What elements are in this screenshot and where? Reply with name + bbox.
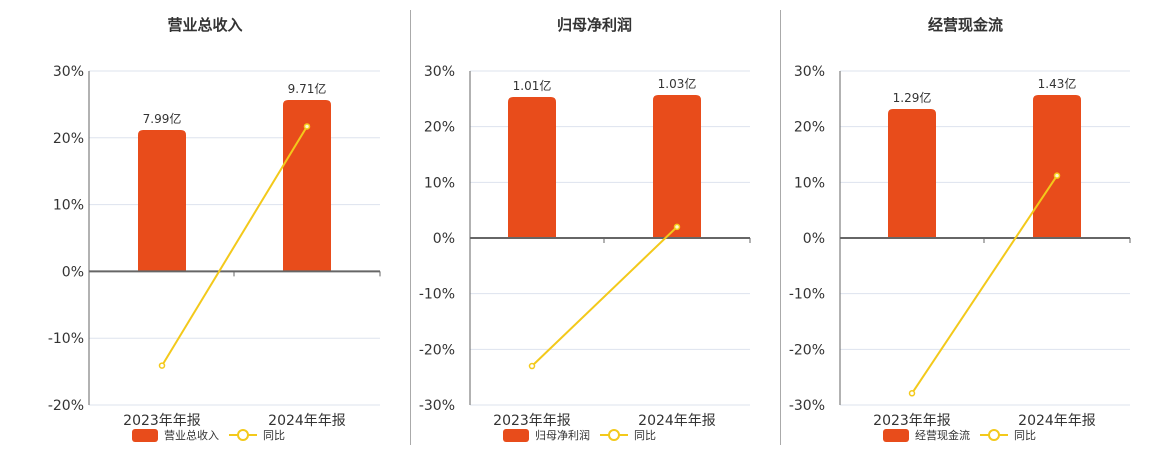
- bar[interactable]: [283, 100, 331, 272]
- bar-value-label: 7.99亿: [143, 111, 182, 126]
- chart-panel-operating-cash-flow: 经营现金流 30% 20% 10% 0% -10% -20% -30% 1.29亿 2023年年…: [781, 0, 1160, 450]
- bar-value-label: 1.43亿: [1038, 76, 1077, 91]
- chart-plot: 30% 20% 10% 0% -10% -20% 7.99亿 2023年年报 9.71亿 2024…: [48, 64, 381, 429]
- x-category-label: 2024年年报: [638, 413, 716, 429]
- yoy-point[interactable]: [528, 362, 536, 370]
- y-tick-label: -30%: [789, 398, 825, 414]
- y-tick-label: 10%: [424, 175, 455, 191]
- chart-panel-net-profit: 归母净利润 30% 20% 10% 0% -10% -20% -30% 1.01亿 2023年年…: [411, 0, 780, 450]
- legend-bar-swatch[interactable]: [883, 428, 909, 442]
- legend-bar-label[interactable]: 归母净利润: [535, 429, 590, 442]
- yoy-line: [161, 125, 308, 367]
- x-category-label: 2023年年报: [873, 413, 951, 429]
- bar-value-label: 1.29亿: [893, 90, 932, 105]
- panel-divider: [780, 10, 781, 445]
- legend-bar-swatch[interactable]: [132, 428, 158, 442]
- x-category-label: 2023年年报: [123, 413, 201, 429]
- bar[interactable]: [653, 95, 701, 238]
- y-tick-label: -30%: [419, 398, 455, 414]
- y-tick-label: 20%: [424, 120, 455, 136]
- y-tick-label: 0%: [803, 231, 825, 247]
- y-tick-label: 10%: [794, 175, 825, 191]
- y-tick-label: 20%: [794, 120, 825, 136]
- chart-plot: 30% 20% 10% 0% -10% -20% -30% 1.01亿 2023年年报 1.03亿…: [419, 64, 751, 429]
- chart-legend: 归母净利润 同比: [503, 427, 656, 443]
- bar-value-label: 1.03亿: [658, 76, 697, 91]
- y-tick-label: 10%: [53, 198, 84, 214]
- y-tick-label: -20%: [789, 342, 825, 358]
- legend-line-label[interactable]: 同比: [634, 429, 656, 442]
- y-tick-label: -10%: [419, 287, 455, 303]
- y-tick-label: -10%: [789, 287, 825, 303]
- chart-title: 经营现金流: [927, 16, 1003, 34]
- bar-value-label: 9.71亿: [288, 81, 327, 96]
- legend-line-icon[interactable]: [600, 428, 628, 442]
- bar[interactable]: [1033, 95, 1081, 238]
- y-tick-label: -20%: [419, 342, 455, 358]
- bar[interactable]: [138, 130, 186, 272]
- yoy-line: [531, 226, 678, 367]
- x-category-label: 2023年年报: [493, 413, 571, 429]
- chart-plot: 30% 20% 10% 0% -10% -20% -30% 1.29亿 2023年年报 1.43亿…: [789, 64, 1131, 429]
- y-tick-label: 30%: [53, 64, 84, 80]
- yoy-point[interactable]: [908, 390, 916, 397]
- y-tick-label: -10%: [48, 331, 84, 347]
- legend-bar-label[interactable]: 营业总收入: [164, 429, 219, 442]
- chart-panel-revenue: 营业总收入 30% 20% 10% 0% -10% -20% 7.99亿 2023年年报 9.7…: [0, 0, 410, 450]
- bar-value-label: 1.01亿: [513, 78, 552, 93]
- yoy-point[interactable]: [158, 362, 166, 369]
- y-tick-label: 30%: [794, 64, 825, 80]
- y-tick-label: 0%: [433, 231, 455, 247]
- legend-line-icon[interactable]: [980, 428, 1008, 442]
- yoy-line: [911, 175, 1058, 394]
- chart-title: 归母净利润: [556, 16, 632, 34]
- legend-bar-swatch[interactable]: [503, 428, 529, 442]
- legend-bar-label[interactable]: 经营现金流: [915, 429, 970, 442]
- x-category-label: 2024年年报: [1018, 413, 1096, 429]
- y-tick-label: -20%: [48, 398, 84, 414]
- y-tick-label: 0%: [62, 264, 84, 280]
- y-tick-label: 30%: [424, 64, 455, 80]
- yoy-point[interactable]: [1053, 172, 1061, 179]
- yoy-point[interactable]: [303, 123, 311, 130]
- chart-legend: 经营现金流 同比: [883, 427, 1036, 443]
- chart-title: 营业总收入: [167, 16, 243, 34]
- bar[interactable]: [888, 109, 936, 238]
- y-tick-label: 20%: [53, 131, 84, 147]
- chart-legend: 营业总收入 同比: [132, 427, 285, 443]
- yoy-point[interactable]: [673, 223, 681, 231]
- bar[interactable]: [508, 97, 556, 238]
- legend-line-icon[interactable]: [229, 428, 257, 442]
- legend-line-label[interactable]: 同比: [1014, 429, 1036, 442]
- panel-divider: [410, 10, 411, 445]
- legend-line-label[interactable]: 同比: [263, 429, 285, 442]
- x-category-label: 2024年年报: [268, 413, 346, 429]
